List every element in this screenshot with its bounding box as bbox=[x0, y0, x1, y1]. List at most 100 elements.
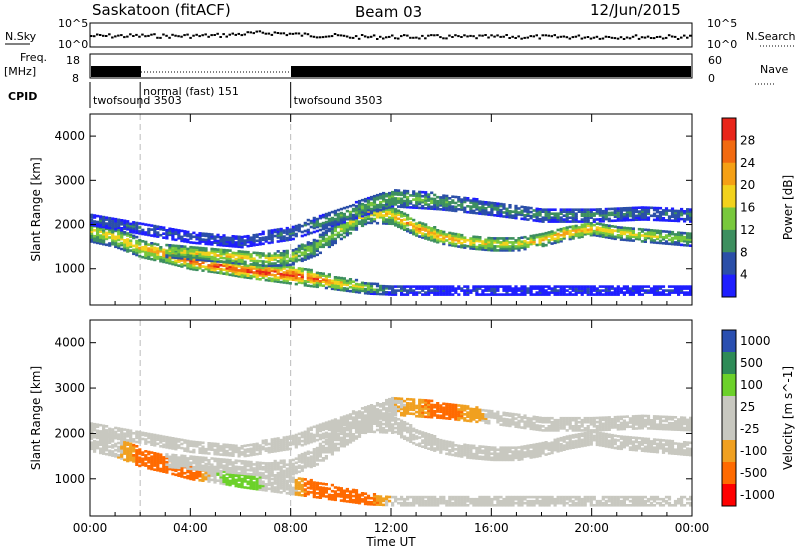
echo-cell bbox=[201, 468, 205, 472]
echo-cell bbox=[499, 241, 503, 244]
echo-cell bbox=[231, 471, 235, 474]
echo-cell bbox=[225, 479, 229, 482]
echo-cell bbox=[297, 267, 301, 270]
echo-cell bbox=[198, 240, 202, 243]
echo-cell bbox=[673, 237, 678, 240]
echo-cell bbox=[264, 462, 268, 465]
echo-cell bbox=[677, 213, 681, 217]
echo-cell bbox=[321, 448, 325, 452]
echo-cell bbox=[339, 219, 343, 223]
echo-cell bbox=[604, 224, 608, 227]
echo-cell bbox=[640, 495, 644, 499]
echo-cell bbox=[375, 221, 380, 225]
echo-cell bbox=[661, 499, 666, 503]
echo-cell bbox=[147, 223, 151, 227]
echo-cell bbox=[643, 208, 647, 211]
echo-cell bbox=[520, 209, 524, 213]
echo-cell bbox=[511, 214, 515, 217]
echo-cell bbox=[243, 243, 247, 246]
echo-cell bbox=[120, 223, 124, 226]
echo-cell bbox=[234, 482, 238, 486]
echo-cell bbox=[213, 467, 217, 471]
echo-cell bbox=[291, 268, 295, 271]
echo-cell bbox=[589, 212, 593, 215]
echo-cell bbox=[379, 499, 383, 502]
echo-cell bbox=[490, 497, 494, 501]
echo-cell bbox=[577, 210, 581, 213]
echo-cell bbox=[526, 208, 530, 211]
echo-cell bbox=[318, 282, 322, 285]
echo-cell bbox=[382, 193, 386, 197]
freq-bar-3 bbox=[291, 66, 691, 77]
echo-cell bbox=[568, 495, 572, 499]
echo-cell bbox=[225, 481, 229, 484]
echo-cell bbox=[511, 245, 515, 248]
echo-cell bbox=[616, 234, 620, 237]
echo-cell bbox=[255, 467, 259, 471]
echo-cell bbox=[165, 229, 169, 232]
echo-cell bbox=[237, 483, 241, 486]
echo-cell bbox=[279, 231, 283, 235]
echo-cell bbox=[607, 291, 611, 294]
echo-cell bbox=[677, 241, 681, 244]
echo-cell bbox=[270, 262, 274, 265]
echo-cell bbox=[664, 240, 669, 243]
echo-cell bbox=[475, 285, 479, 288]
echo-cell bbox=[174, 251, 178, 255]
echo-cell bbox=[135, 463, 139, 466]
echo-cell bbox=[300, 275, 304, 279]
echo-cell bbox=[589, 289, 593, 292]
echo-cell bbox=[147, 460, 151, 464]
echo-cell bbox=[117, 456, 121, 459]
echo-cell bbox=[677, 231, 681, 234]
echo-cell bbox=[634, 218, 638, 221]
echo-cell bbox=[565, 497, 569, 501]
echo-cell bbox=[556, 291, 560, 294]
echo-cell bbox=[195, 246, 199, 249]
echo-cell bbox=[228, 242, 232, 246]
echo-cell bbox=[312, 277, 316, 280]
echo-cell bbox=[415, 499, 419, 503]
noise-point bbox=[174, 34, 177, 37]
echo-cell bbox=[102, 452, 106, 455]
echo-cell bbox=[114, 245, 118, 249]
echo-cell bbox=[132, 234, 136, 238]
echo-cell bbox=[680, 285, 684, 288]
echo-cell bbox=[288, 459, 292, 462]
echo-cell bbox=[165, 469, 169, 472]
echo-cell bbox=[342, 231, 346, 235]
echo-cell bbox=[324, 226, 328, 230]
echo-cell bbox=[288, 232, 292, 235]
echo-cell bbox=[580, 223, 584, 227]
echo-cell bbox=[348, 492, 353, 495]
echo-cell bbox=[291, 462, 295, 466]
echo-cell bbox=[607, 217, 611, 221]
echo-cell bbox=[418, 495, 422, 499]
echo-cell bbox=[421, 200, 425, 204]
echo-cell bbox=[351, 494, 356, 498]
echo-cell bbox=[375, 197, 380, 201]
noise-point bbox=[598, 37, 602, 40]
echo-cell bbox=[294, 493, 298, 496]
echo-cell bbox=[418, 231, 422, 234]
echo-cell bbox=[556, 293, 560, 296]
echo-cell bbox=[135, 457, 139, 460]
echo-cell bbox=[553, 214, 557, 217]
echo-cell bbox=[655, 497, 660, 501]
echo-cell bbox=[180, 259, 184, 262]
echo-cell bbox=[683, 235, 687, 239]
echo-cell bbox=[379, 495, 383, 498]
echo-cell bbox=[318, 486, 322, 489]
noise-point bbox=[231, 32, 234, 35]
echo-cell bbox=[303, 455, 307, 459]
echo-cell bbox=[469, 289, 473, 292]
echo-cell bbox=[683, 287, 687, 290]
echo-cell bbox=[276, 474, 280, 477]
echo-cell bbox=[517, 499, 521, 503]
echo-cell bbox=[478, 243, 482, 247]
echo-cell bbox=[342, 495, 346, 499]
echo-cell bbox=[430, 227, 434, 230]
echo-cell bbox=[505, 239, 509, 242]
echo-cell bbox=[312, 283, 316, 286]
echo-cell bbox=[556, 497, 560, 501]
